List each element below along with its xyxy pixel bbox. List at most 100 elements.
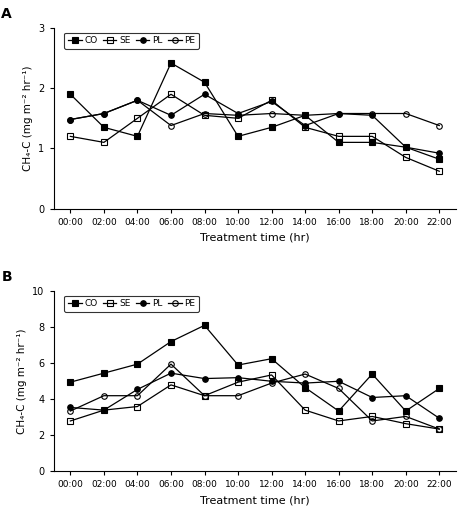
Legend: CO, SE, PL, PE: CO, SE, PL, PE <box>64 295 199 312</box>
Line: CO: CO <box>68 323 442 414</box>
PE <box>68 116 73 122</box>
SE <box>68 418 73 424</box>
PE <box>235 393 241 399</box>
PL <box>437 415 442 421</box>
CO <box>336 139 341 145</box>
PL <box>101 111 106 117</box>
SE <box>336 133 341 139</box>
PE <box>168 361 174 367</box>
SE <box>302 124 308 131</box>
X-axis label: Treatment time (hr): Treatment time (hr) <box>200 495 310 505</box>
SE <box>135 115 140 121</box>
CO <box>168 338 174 345</box>
Y-axis label: CH₄-C (mg m⁻² hr⁻¹): CH₄-C (mg m⁻² hr⁻¹) <box>23 66 33 171</box>
Line: SE: SE <box>68 92 442 174</box>
CO <box>269 124 275 131</box>
PE <box>101 393 106 399</box>
SE <box>168 382 174 388</box>
Line: PE: PE <box>68 97 442 129</box>
PE <box>369 111 375 117</box>
PE <box>437 122 442 129</box>
Legend: CO, SE, PL, PE: CO, SE, PL, PE <box>64 33 199 49</box>
PE <box>403 413 408 419</box>
PE <box>336 111 341 117</box>
Line: PE: PE <box>68 361 442 432</box>
CO <box>437 386 442 392</box>
PE <box>269 111 275 117</box>
PL <box>235 375 241 381</box>
PE <box>403 111 408 117</box>
PE <box>269 380 275 386</box>
PE <box>135 393 140 399</box>
CO <box>369 139 375 145</box>
SE <box>437 426 442 432</box>
PE <box>168 122 174 129</box>
Line: PL: PL <box>68 92 442 156</box>
PE <box>437 426 442 432</box>
PL <box>101 407 106 413</box>
PE <box>302 112 308 118</box>
PL <box>302 380 308 386</box>
SE <box>403 154 408 160</box>
CO <box>369 371 375 377</box>
CO <box>202 322 207 328</box>
CO <box>302 385 308 391</box>
SE <box>202 393 207 399</box>
SE <box>68 133 73 139</box>
PL <box>302 122 308 129</box>
PL <box>336 111 341 117</box>
PE <box>101 111 106 117</box>
SE <box>269 372 275 378</box>
CO <box>437 156 442 162</box>
SE <box>101 407 106 413</box>
PL <box>135 387 140 393</box>
PL <box>68 404 73 411</box>
PE <box>369 418 375 424</box>
PL <box>403 144 408 150</box>
CO <box>68 91 73 97</box>
CO <box>403 408 408 414</box>
PL <box>437 150 442 156</box>
CO <box>235 362 241 368</box>
PE <box>235 112 241 118</box>
Text: B: B <box>1 270 12 284</box>
SE <box>269 97 275 103</box>
X-axis label: Treatment time (hr): Treatment time (hr) <box>200 232 310 242</box>
PL <box>135 97 140 103</box>
SE <box>235 379 241 385</box>
CO <box>202 79 207 86</box>
PL <box>336 378 341 385</box>
CO <box>168 60 174 66</box>
Line: SE: SE <box>68 372 442 432</box>
CO <box>302 112 308 118</box>
SE <box>403 420 408 426</box>
Line: CO: CO <box>68 60 442 162</box>
CO <box>403 144 408 150</box>
PL <box>168 370 174 376</box>
CO <box>336 408 341 414</box>
SE <box>235 115 241 121</box>
PL <box>369 394 375 400</box>
SE <box>135 403 140 410</box>
CO <box>235 133 241 139</box>
PL <box>269 378 275 385</box>
PE <box>202 111 207 117</box>
Text: A: A <box>1 7 12 21</box>
SE <box>437 168 442 174</box>
PL <box>68 116 73 122</box>
SE <box>336 418 341 424</box>
PL <box>202 91 207 97</box>
PE <box>336 386 341 392</box>
Y-axis label: CH₄-C (mg m⁻² hr⁻¹): CH₄-C (mg m⁻² hr⁻¹) <box>17 329 27 434</box>
PE <box>135 97 140 103</box>
CO <box>135 133 140 139</box>
CO <box>101 124 106 131</box>
PL <box>403 393 408 399</box>
CO <box>135 361 140 367</box>
SE <box>168 91 174 97</box>
Line: PL: PL <box>68 370 442 421</box>
SE <box>302 407 308 413</box>
PL <box>168 112 174 118</box>
PE <box>302 371 308 377</box>
SE <box>202 112 207 118</box>
